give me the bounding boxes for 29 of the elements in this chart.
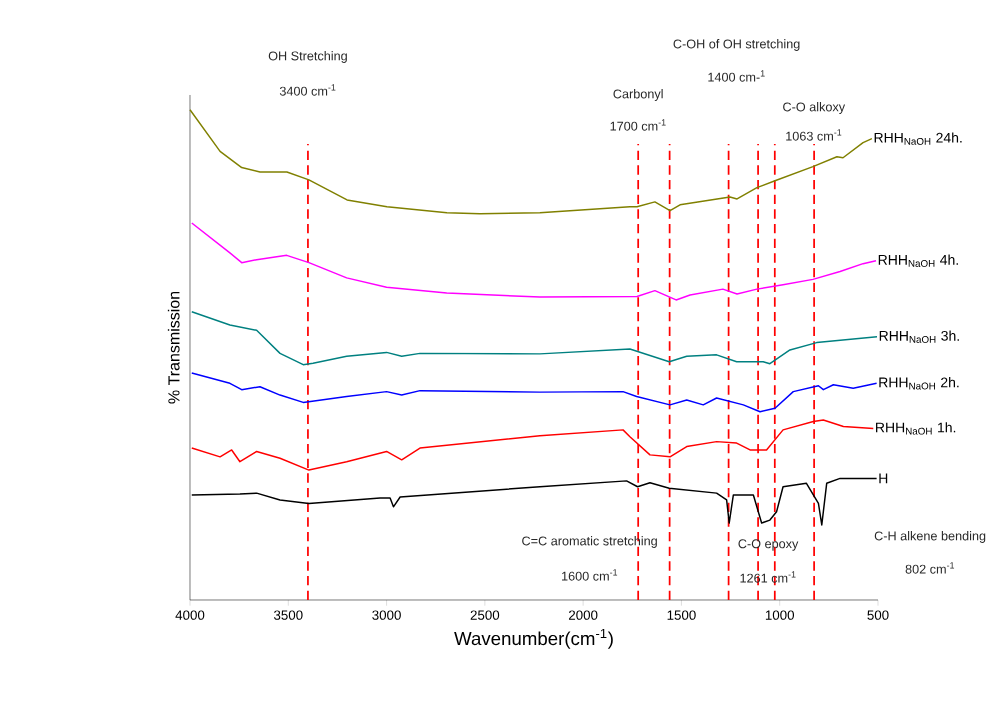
x-axis-title: Wavenumber(cm$^{-1}$)	[454, 628, 613, 649]
x-tick-label: 3500	[273, 610, 303, 620]
series-label: RHH$_{NaOH}$ 1h.	[876, 422, 956, 435]
annotation: 1700 cm$^{-1}$	[610, 119, 666, 131]
series-label: RHH$_{NaOH}$ 3h.	[879, 330, 959, 343]
x-tick-label: 1000	[765, 610, 795, 620]
annotation: C-H alkene bending	[874, 531, 986, 543]
text: 802 cm$^{-1}$	[905, 562, 955, 574]
series-label: RHH$_{NaOH}$ 2h.	[879, 377, 959, 390]
x-tick-label: 500	[867, 610, 889, 620]
text: 1400 cm-$^{1}$	[708, 70, 765, 82]
y-axis-title: % Transmission	[167, 291, 180, 404]
annotation: 1600 cm$^{-1}$	[562, 569, 618, 581]
x-tick-label: 2000	[568, 610, 598, 620]
annotation: C-O alkoxy	[783, 102, 846, 114]
series-label: H	[879, 473, 888, 484]
text: C-OH of OH stretching	[673, 39, 800, 51]
x-tick-label: 2500	[470, 610, 500, 620]
text: Carbonyl	[613, 89, 663, 101]
x-tick-label: 4000	[175, 610, 205, 620]
text: OH Stretching	[268, 51, 347, 63]
series-label: RHH$_{NaOH}$ 24h.	[874, 132, 962, 145]
annotation: 1063 cm$^{-1}$	[786, 129, 842, 141]
annotation: C=C aromatic stretching	[522, 536, 657, 548]
text: 3400 cm$^{-1}$	[279, 84, 336, 96]
annotation: C-O epoxy	[738, 539, 799, 551]
x-tick-label: 1500	[667, 610, 696, 620]
series-label: RHH$_{NaOH}$ 4h.	[878, 254, 958, 267]
x-tick-label: 3000	[372, 610, 401, 620]
